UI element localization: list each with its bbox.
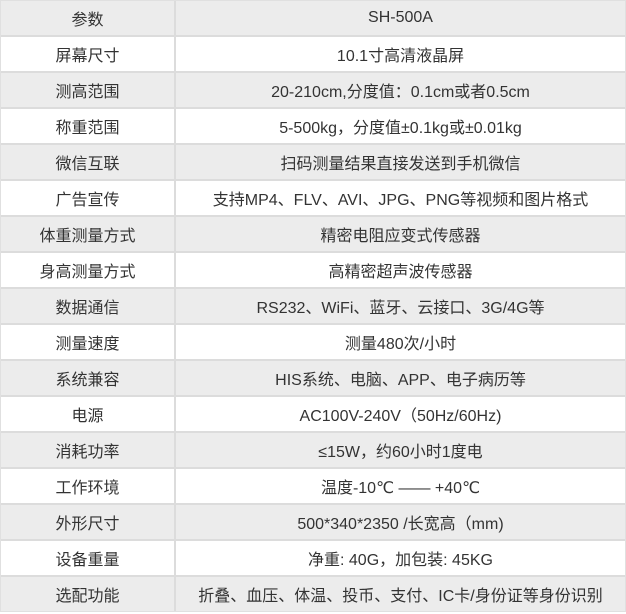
value-cell: 折叠、血压、体温、投币、支付、IC卡/身份证等身份识别: [198, 588, 603, 605]
table-header-row: 参数 SH-500A: [1, 1, 625, 37]
value-cell: RS232、WiFi、蓝牙、云接口、3G/4G等: [256, 300, 545, 317]
param-cell: 屏幕尺寸: [1, 37, 176, 71]
param-cell: 称重范围: [1, 109, 176, 143]
table-row: 设备重量 净重: 40G，加包装: 45KG: [1, 541, 625, 577]
param-cell: 测高范围: [1, 73, 176, 107]
value-cell: 5-500kg，分度值±0.1kg或±0.01kg: [279, 120, 522, 137]
param-cell: 工作环境: [1, 469, 176, 503]
param-cell: 选配功能: [1, 577, 176, 611]
table-row: 测量速度 测量480次/小时: [1, 325, 625, 361]
param-cell: 体重测量方式: [1, 217, 176, 251]
value-cell: HIS系统、电脑、APP、电子病历等: [275, 372, 526, 389]
table-row: 测高范围 20-210cm,分度值：0.1cm或者0.5cm: [1, 73, 625, 109]
table-row: 电源 AC100V-240V（50Hz/60Hz): [1, 397, 625, 433]
param-cell: 消耗功率: [1, 433, 176, 467]
param-cell: 广告宣传: [1, 181, 176, 215]
value-cell: AC100V-240V（50Hz/60Hz): [299, 408, 502, 425]
value-header-cell: SH-500A: [368, 9, 433, 26]
table-row: 体重测量方式 精密电阻应变式传感器: [1, 217, 625, 253]
value-cell: 测量480次/小时: [344, 336, 457, 353]
value-cell: ≤15W，约60小时1度电: [318, 444, 483, 461]
table-row: 称重范围 5-500kg，分度值±0.1kg或±0.01kg: [1, 109, 625, 145]
table-row: 微信互联 扫码测量结果直接发送到手机微信: [1, 145, 625, 181]
value-cell: 500*340*2350 /长宽高（mm): [297, 516, 504, 533]
value-cell: 高精密超声波传感器: [328, 264, 473, 281]
value-cell: 净重: 40G，加包装: 45KG: [308, 552, 493, 569]
param-cell: 身高测量方式: [1, 253, 176, 287]
table-row: 工作环境 温度-10℃ —— +40℃: [1, 469, 625, 505]
param-cell: 测量速度: [1, 325, 176, 359]
value-cell: 20-210cm,分度值：0.1cm或者0.5cm: [271, 84, 530, 101]
table-row: 选配功能 折叠、血压、体温、投币、支付、IC卡/身份证等身份识别: [1, 577, 625, 611]
value-cell: 温度-10℃ —— +40℃: [320, 480, 481, 497]
value-cell: 10.1寸高清液晶屏: [336, 48, 465, 65]
table-row: 系统兼容 HIS系统、电脑、APP、电子病历等: [1, 361, 625, 397]
table-row: 消耗功率 ≤15W，约60小时1度电: [1, 433, 625, 469]
table-row: 外形尺寸 500*340*2350 /长宽高（mm): [1, 505, 625, 541]
table-row: 数据通信 RS232、WiFi、蓝牙、云接口、3G/4G等: [1, 289, 625, 325]
param-cell: 数据通信: [1, 289, 176, 323]
param-cell: 电源: [1, 397, 176, 431]
table-row: 屏幕尺寸 10.1寸高清液晶屏: [1, 37, 625, 73]
param-cell: 系统兼容: [1, 361, 176, 395]
table-row: 广告宣传 支持MP4、FLV、AVI、JPG、PNG等视频和图片格式: [1, 181, 625, 217]
value-cell: 扫码测量结果直接发送到手机微信: [280, 156, 521, 173]
value-cell: 支持MP4、FLV、AVI、JPG、PNG等视频和图片格式: [212, 192, 589, 209]
param-cell: 设备重量: [1, 541, 176, 575]
param-cell: 微信互联: [1, 145, 176, 179]
param-header-cell: 参数: [1, 1, 176, 35]
table-row: 身高测量方式 高精密超声波传感器: [1, 253, 625, 289]
value-cell: 精密电阻应变式传感器: [320, 228, 481, 245]
param-cell: 外形尺寸: [1, 505, 176, 539]
